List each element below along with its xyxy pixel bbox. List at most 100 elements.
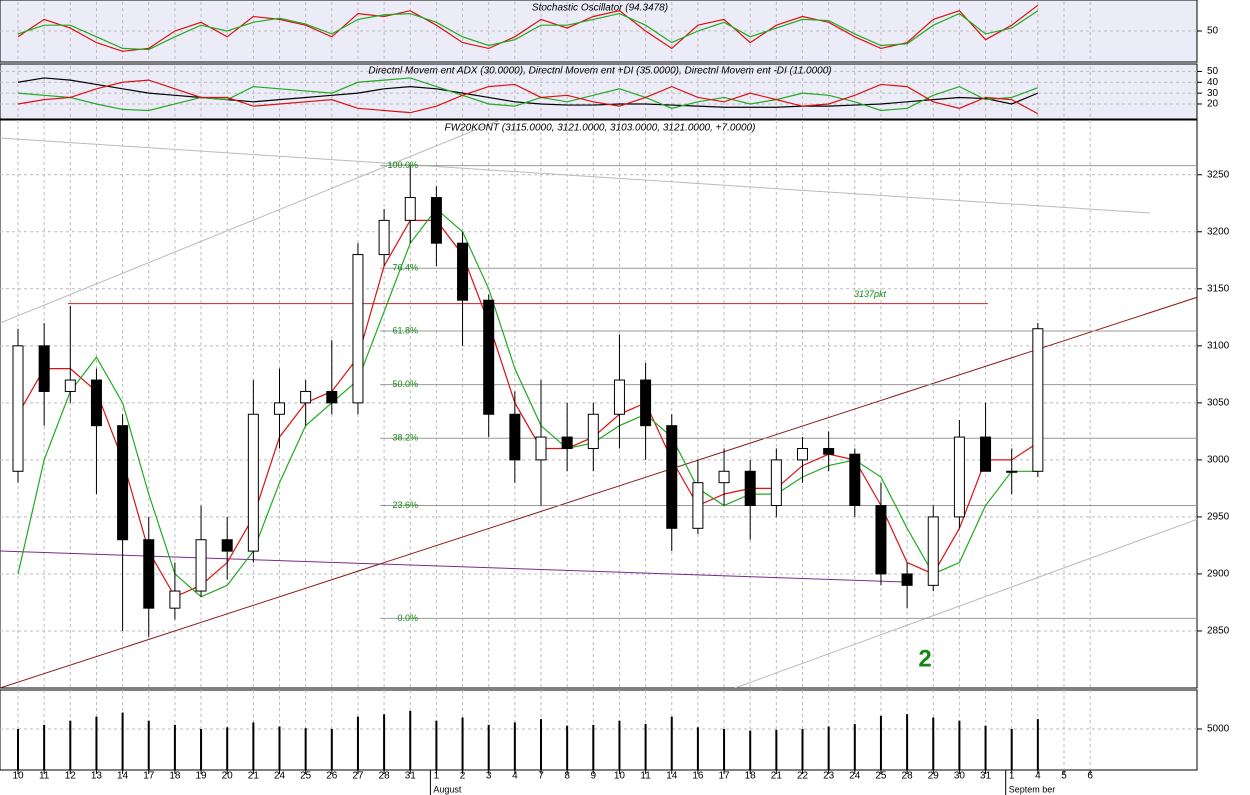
x-tick-label: 13 [91, 771, 103, 782]
x-tick-label: 25 [875, 771, 887, 782]
x-tick-label: 11 [640, 771, 651, 782]
candle-body [457, 242, 469, 301]
x-tick-label: 31 [980, 771, 992, 782]
x-tick-label: 26 [326, 771, 338, 782]
x-tick-label: 29 [928, 771, 940, 782]
x-tick-label: 22 [797, 771, 809, 782]
series-line [17, 77, 1039, 112]
y-tick-label: 3150 [1207, 283, 1230, 294]
volume-bar [69, 720, 72, 770]
candle-body [718, 470, 730, 484]
candle-body [378, 219, 390, 256]
fib-label: 61.8% [392, 325, 418, 335]
volume-bar [1036, 719, 1039, 770]
x-tick-label: 17 [718, 771, 730, 782]
x-tick-label: 1 [1009, 771, 1015, 782]
y-tick-label: 2950 [1207, 512, 1230, 523]
y-tick-label: 3200 [1207, 226, 1230, 237]
volume-bar [958, 720, 961, 770]
volume-bar [461, 717, 464, 770]
y-tick-label: 20 [1207, 99, 1219, 110]
x-tick-label: 4 [512, 771, 518, 782]
trend-line [0, 120, 501, 324]
x-tick-label: 16 [692, 771, 704, 782]
series-line [17, 208, 1038, 598]
volume-bar [906, 714, 909, 770]
volume-bar [200, 728, 203, 770]
candle-body [352, 254, 364, 404]
candle-body [90, 379, 102, 427]
x-tick-label: 9 [591, 771, 597, 782]
trend-line [734, 518, 1197, 688]
candle-body [613, 379, 625, 415]
month-label: Septem ber [1009, 784, 1056, 794]
stoch-title: Stochastic Oscillator (94.3478) [532, 3, 668, 14]
x-tick-label: 7 [538, 771, 544, 782]
volume-bar [304, 728, 307, 770]
x-tick-label: 24 [274, 771, 286, 782]
candle-body [1032, 328, 1044, 472]
x-tick-label: 4 [1035, 771, 1041, 782]
volume-bar [592, 724, 595, 770]
volume-bar [879, 715, 882, 770]
volume-bar [17, 728, 19, 770]
volume-bar [749, 730, 752, 770]
volume-bar [801, 728, 804, 770]
x-tick-label: 3 [486, 771, 492, 782]
x-tick-label: 11 [39, 771, 50, 782]
series-line [17, 77, 1039, 108]
y-tick-label: 50 [1207, 26, 1219, 37]
candle-body [901, 573, 913, 586]
volume-bar [827, 726, 830, 770]
x-tick-label: 18 [169, 771, 181, 782]
y-tick-label: 3000 [1207, 455, 1230, 466]
dmi-title: Directnl Movem ent ADX (30.0000), Direct… [368, 66, 831, 77]
x-tick-label: 30 [954, 771, 966, 782]
volume-bar [330, 728, 333, 770]
volume-bar [932, 717, 935, 770]
volume-bar [670, 716, 673, 770]
x-tick-label: 8 [564, 771, 570, 782]
candle-body [169, 590, 181, 609]
candle-body [274, 402, 285, 415]
x-tick-label: 21 [771, 771, 783, 782]
candle-body [849, 453, 861, 507]
candle-body [561, 436, 573, 449]
candle-body [640, 379, 652, 427]
x-tick-label: 14 [117, 771, 129, 782]
y-tick-label: 30 [1207, 88, 1219, 99]
y-tick-label: 5000 [1207, 724, 1230, 735]
fib-label: 0.0% [397, 613, 418, 623]
candle-body [143, 539, 155, 609]
volume-bar [775, 729, 778, 770]
x-tick-label: 14 [666, 771, 678, 782]
candle-body [875, 505, 887, 575]
candle-body [953, 436, 965, 518]
fib-label: 50.0% [392, 379, 418, 389]
candle-body [797, 447, 808, 461]
candle-body [980, 436, 992, 472]
volume-bar [383, 714, 386, 770]
x-tick-label: 12 [65, 771, 77, 782]
y-tick-label: 2850 [1207, 626, 1230, 637]
candle-body [64, 379, 76, 392]
series-line [17, 4, 1039, 52]
x-tick-label: 28 [379, 771, 391, 782]
volume-bar [121, 712, 124, 770]
volume-bar [252, 722, 255, 770]
candle-body [823, 447, 835, 455]
candle-body [1006, 470, 1018, 473]
plot: 5020304050285029002950300030503100315032… [12, 4, 1230, 795]
candle-body [692, 482, 704, 529]
volume-bar [435, 720, 438, 770]
x-tick-label: 19 [195, 771, 207, 782]
volume-bar [513, 722, 516, 770]
x-tick-label: 10 [614, 771, 626, 782]
candle-body [927, 516, 939, 586]
volume-bar [173, 724, 176, 770]
fib-label: 23.6% [392, 500, 418, 510]
volume-bar [356, 716, 359, 770]
dmi-panel [0, 63, 1198, 120]
volume-bar [644, 724, 647, 770]
